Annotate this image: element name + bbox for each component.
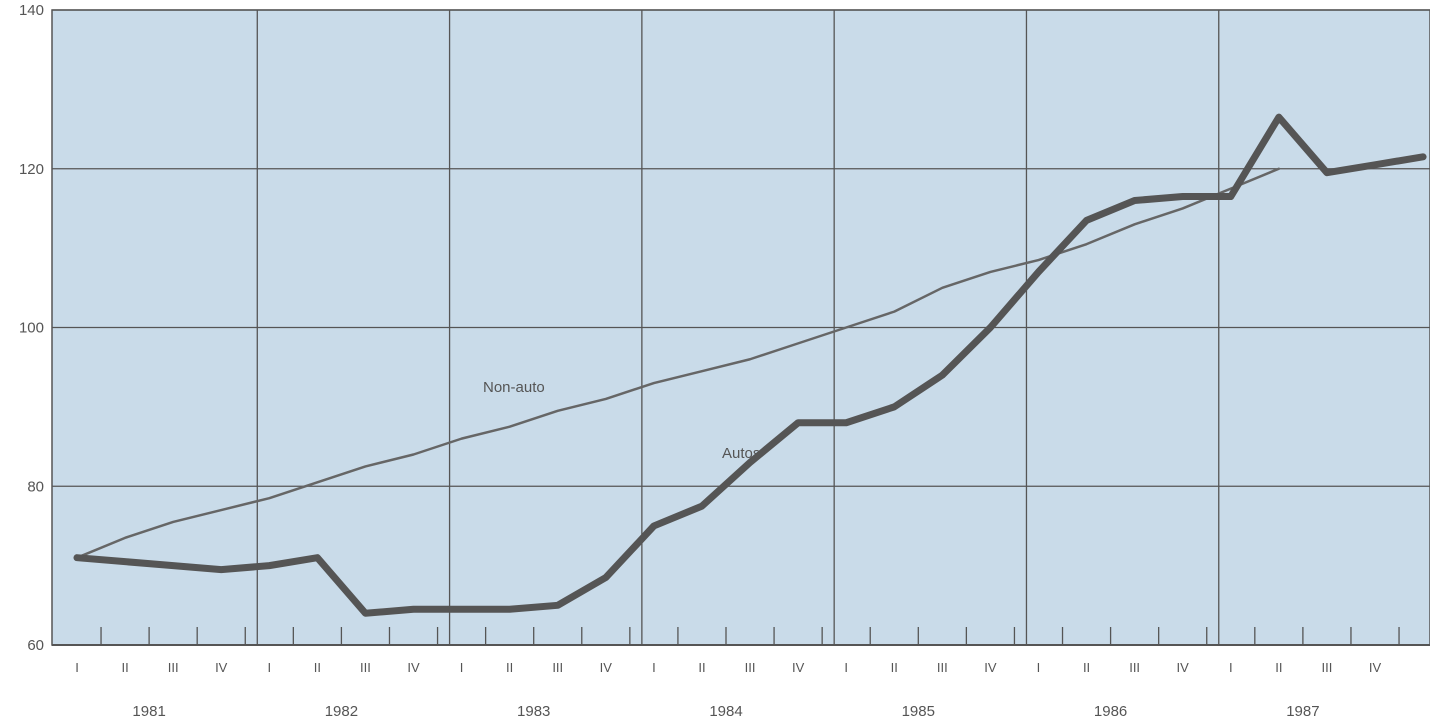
quarter-label: IV <box>984 660 997 675</box>
quarter-label: II <box>1275 660 1282 675</box>
non-auto-annotation: Non-auto <box>483 379 545 396</box>
year-label-1987: 1987 <box>1286 703 1319 720</box>
quarter-label: II <box>891 660 898 675</box>
quarter-label: III <box>552 660 563 675</box>
grid-lines <box>52 9 1430 646</box>
quarter-label: I <box>1037 660 1041 675</box>
y-tick-label-100: 100 <box>19 320 44 337</box>
quarter-label: II <box>698 660 705 675</box>
quarter-label: III <box>937 660 948 675</box>
y-tick-label-120: 120 <box>19 161 44 178</box>
year-label-1986: 1986 <box>1094 703 1127 720</box>
quarter-label: II <box>314 660 321 675</box>
quarter-tick-marks <box>100 627 1400 645</box>
y-tick-label-60: 60 <box>27 637 44 654</box>
quarter-label: IV <box>1177 660 1190 675</box>
quarter-label: IV <box>215 660 228 675</box>
quarter-label: I <box>75 660 79 675</box>
quarter-label: III <box>1322 660 1333 675</box>
y-tick-label-140: 140 <box>19 2 44 19</box>
autos-annotation: Autos <box>722 445 760 462</box>
quarter-label: III <box>745 660 756 675</box>
year-label-1985: 1985 <box>902 703 935 720</box>
y-tick-label-80: 80 <box>27 478 44 495</box>
quarter-label: I <box>267 660 271 675</box>
year-label-1983: 1983 <box>517 703 550 720</box>
quarter-label: III <box>168 660 179 675</box>
quarter-label: III <box>1129 660 1140 675</box>
quarter-label: IV <box>407 660 420 675</box>
quarter-label: IV <box>792 660 805 675</box>
year-label-1984: 1984 <box>709 703 742 720</box>
quarter-label: IV <box>1369 660 1382 675</box>
quarter-label: I <box>652 660 656 675</box>
year-label-1981: 1981 <box>132 703 165 720</box>
series-lines <box>73 113 1427 617</box>
series-line-non-auto <box>75 167 1281 559</box>
series-line-autos <box>73 113 1427 617</box>
quarter-label: IV <box>600 660 613 675</box>
year-label-1982: 1982 <box>325 703 358 720</box>
quarter-label: II <box>506 660 513 675</box>
quarter-label: III <box>360 660 371 675</box>
x-axis: I II III IV I II III IV I II III IV I II III IV I II III IV… <box>75 660 1381 720</box>
quarter-label: I <box>460 660 464 675</box>
quarter-label: I <box>844 660 848 675</box>
quarter-label: II <box>121 660 128 675</box>
quarter-label: II <box>1083 660 1090 675</box>
y-axis: 60 80 100 120 140 <box>19 2 44 654</box>
quarter-label: I <box>1229 660 1233 675</box>
